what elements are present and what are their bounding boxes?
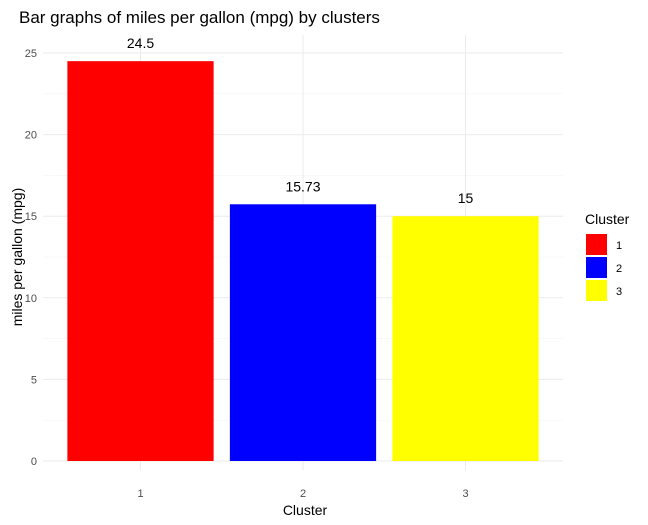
chart-title: Bar graphs of miles per gallon (mpg) by … [19,8,380,27]
data-label: 24.5 [127,35,154,51]
data-labels: 24.5 15.73 15 [127,35,474,206]
x-tick-label: 1 [137,488,143,500]
data-label: 15 [458,190,474,206]
legend-label: 1 [616,240,622,252]
y-tick-label: 15 [25,211,37,223]
bars [67,61,539,461]
legend: Cluster 1 2 3 [585,211,630,301]
y-tick-label: 25 [25,48,37,60]
y-axis-ticks: 0 5 10 15 20 25 [25,48,37,468]
x-tick-label: 3 [462,488,468,500]
x-axis-ticks: 1 2 3 [137,488,468,500]
y-tick-label: 5 [31,374,37,386]
y-tick-label: 10 [25,293,37,305]
legend-swatch [586,280,607,301]
bar [392,216,539,461]
legend-label: 2 [616,263,622,275]
y-tick-label: 0 [31,456,37,468]
y-tick-label: 20 [25,130,37,142]
legend-swatch [586,257,607,278]
data-label: 15.73 [285,178,320,194]
legend-label: 3 [616,286,622,298]
legend-items: 1 2 3 [586,234,622,301]
x-tick-label: 2 [300,488,306,500]
y-axis-title: miles per gallon (mpg) [9,188,25,327]
bar [229,204,377,461]
x-axis-title: Cluster [283,502,328,518]
legend-swatch [586,234,607,255]
legend-title: Cluster [585,211,630,227]
bar [67,61,214,461]
